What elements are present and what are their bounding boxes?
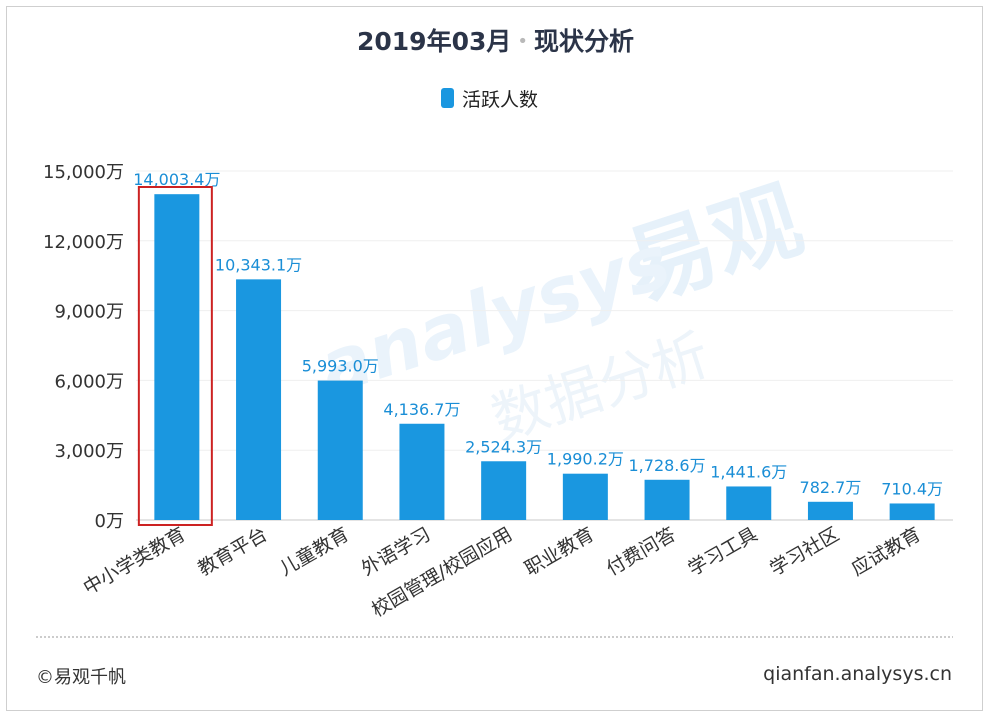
data-labels: 14,003.4万 10,343.1万 5,993.0万 4,136.7万 2,524.…	[133, 170, 943, 526]
data-label: 2,524.3万	[465, 437, 542, 456]
bar[interactable]	[726, 486, 772, 520]
data-label: 782.7万	[800, 478, 862, 497]
data-label: 1,990.2万	[547, 450, 624, 469]
title-separator: •	[517, 31, 528, 52]
y-tick-label: 12,000万	[43, 232, 124, 253]
x-tick-label: 学习社区	[766, 523, 843, 580]
bar[interactable]	[399, 423, 445, 520]
x-tick-label: 教育平台	[194, 523, 271, 580]
x-tick-label: 付费问答	[603, 523, 680, 580]
data-label: 14,003.4万	[133, 170, 220, 189]
bar[interactable]	[889, 503, 935, 520]
y-tick-label: 15,000万	[43, 162, 124, 183]
bars	[154, 194, 935, 520]
y-tick-label: 6,000万	[54, 371, 124, 392]
x-tick-label: 校园管理/校园应用	[368, 523, 516, 621]
x-tick-label: 中小学类教育	[80, 523, 190, 599]
bar[interactable]	[807, 501, 853, 520]
y-tick-label: 3,000万	[54, 441, 124, 462]
legend-swatch	[441, 88, 454, 108]
x-tick-label: 应试教育	[848, 523, 925, 580]
data-label: 710.4万	[881, 479, 943, 498]
data-label: 4,136.7万	[383, 400, 460, 419]
legend[interactable]: 活跃人数	[441, 86, 539, 111]
x-axis: 中小学类教育 教育平台 儿童教育 外语学习校园管理/校园应用 职业教育 付费问答 学习工具学…	[80, 523, 925, 621]
data-label: 5,993.0万	[302, 357, 379, 376]
bar[interactable]	[562, 473, 608, 520]
x-tick-label: 儿童教育	[276, 523, 353, 580]
bar[interactable]	[154, 194, 200, 520]
data-label: 1,441.6万	[710, 462, 787, 481]
y-tick-label: 0万	[95, 511, 124, 532]
x-tick-label: 职业教育	[521, 523, 598, 580]
bar[interactable]	[236, 279, 282, 520]
y-tick-label: 9,000万	[54, 302, 124, 323]
title-topic: 现状分析	[533, 27, 634, 56]
data-label: 1,728.6万	[629, 456, 706, 475]
highlight-box	[137, 186, 213, 526]
x-tick-label: 学习工具	[684, 523, 761, 580]
footer-copyright: ©易观千帆	[36, 667, 126, 688]
bar[interactable]	[644, 479, 690, 520]
bar[interactable]	[317, 380, 363, 520]
title-date: 2019年03月	[356, 27, 512, 56]
data-label: 10,343.1万	[215, 255, 302, 274]
chart-title: 2019年03月 • 现状分析	[0, 22, 991, 58]
legend-label: 活跃人数	[462, 88, 539, 111]
y-axis: 0万 3,000万 6,000万 9,000万 12,000万 15,000万	[43, 162, 124, 532]
bar[interactable]	[481, 461, 527, 520]
footer-url[interactable]: qianfan.analysys.cn	[763, 663, 952, 685]
